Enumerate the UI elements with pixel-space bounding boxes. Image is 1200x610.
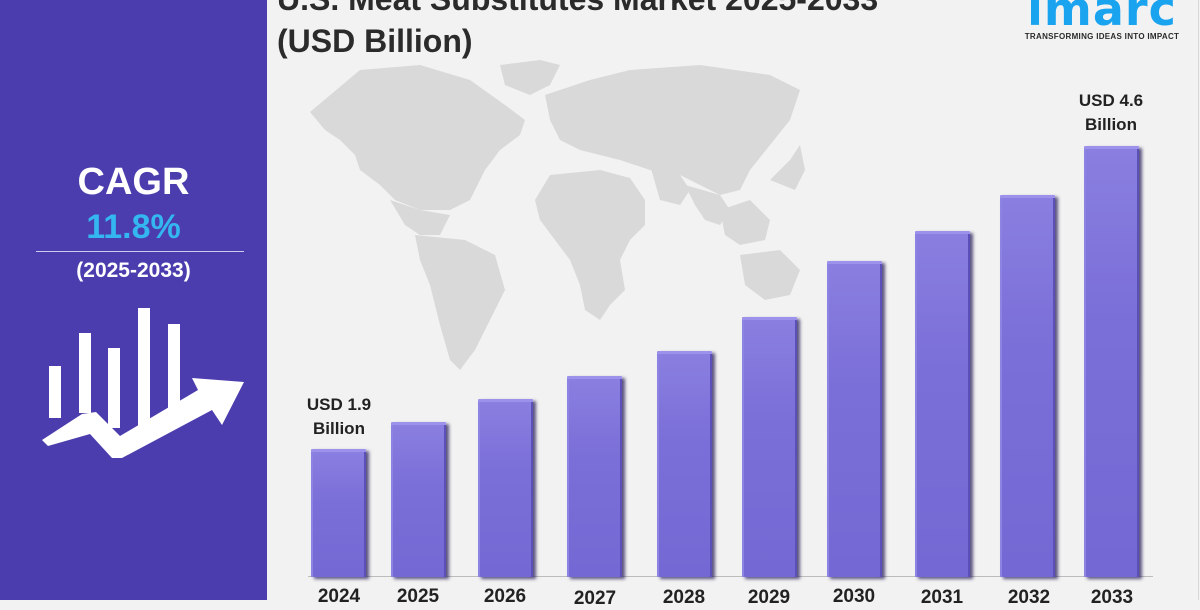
cagr-panel: CAGR 11.8% (2025-2033) [0, 0, 267, 600]
bar-chart: 2024 2025 2026 2027 2028 2029 2030 2031 … [290, 0, 1170, 609]
world-map-background [310, 60, 805, 370]
x-tick-label: 2031 [920, 587, 964, 608]
bar-2030 [827, 261, 882, 577]
growth-chart-arrow-icon [42, 308, 244, 458]
bar-2029 [742, 317, 797, 577]
cagr-period: (2025-2033) [76, 259, 191, 282]
chart-title: U.S. Meat Substitutes Market 2025-2033 (… [277, 0, 878, 62]
x-tick-label: 2027 [573, 588, 617, 609]
end-value-annotation: USD 4.6 Billion [1056, 89, 1166, 137]
divider [36, 251, 244, 252]
logo-tagline: TRANSFORMING IDEAS INTO IMPACT [1024, 32, 1180, 41]
title-line-2: (USD Billion) [277, 23, 473, 59]
x-axis-line [308, 576, 1153, 577]
x-tick-label: 2028 [662, 587, 706, 608]
annotation-line: Billion [1085, 115, 1137, 134]
bar-2033 [1084, 146, 1139, 577]
bar-2024 [311, 449, 366, 577]
x-tick-label: 2032 [1007, 587, 1051, 608]
frame-edge [1198, 0, 1199, 600]
x-tick-label: 2025 [396, 586, 440, 607]
cagr-value: 11.8% [86, 208, 181, 246]
bar-2025 [391, 422, 446, 577]
bar-2032 [1000, 195, 1055, 577]
logo-wordmark: imarc [1027, 0, 1177, 36]
imarc-logo: imarc TRANSFORMING IDEAS INTO IMPACT [1022, 0, 1182, 41]
x-tick-label: 2033 [1090, 587, 1134, 608]
title-line-1: U.S. Meat Substitutes Market 2025-2033 [277, 0, 878, 20]
x-tick-label: 2029 [747, 587, 791, 608]
x-tick-label: 2024 [317, 586, 361, 607]
start-value-annotation: USD 1.9 Billion [284, 393, 394, 441]
bar-2028 [657, 351, 712, 577]
x-tick-label: 2030 [832, 586, 876, 607]
bar-2027 [567, 376, 622, 577]
bar-2026 [478, 399, 533, 577]
annotation-line: USD 1.9 [306, 395, 372, 414]
annotation-line: USD 4.6 [1078, 91, 1144, 110]
annotation-line: Billion [313, 419, 365, 438]
bar-2031 [915, 231, 970, 577]
cagr-label: CAGR [77, 161, 190, 203]
x-tick-label: 2026 [483, 586, 527, 607]
